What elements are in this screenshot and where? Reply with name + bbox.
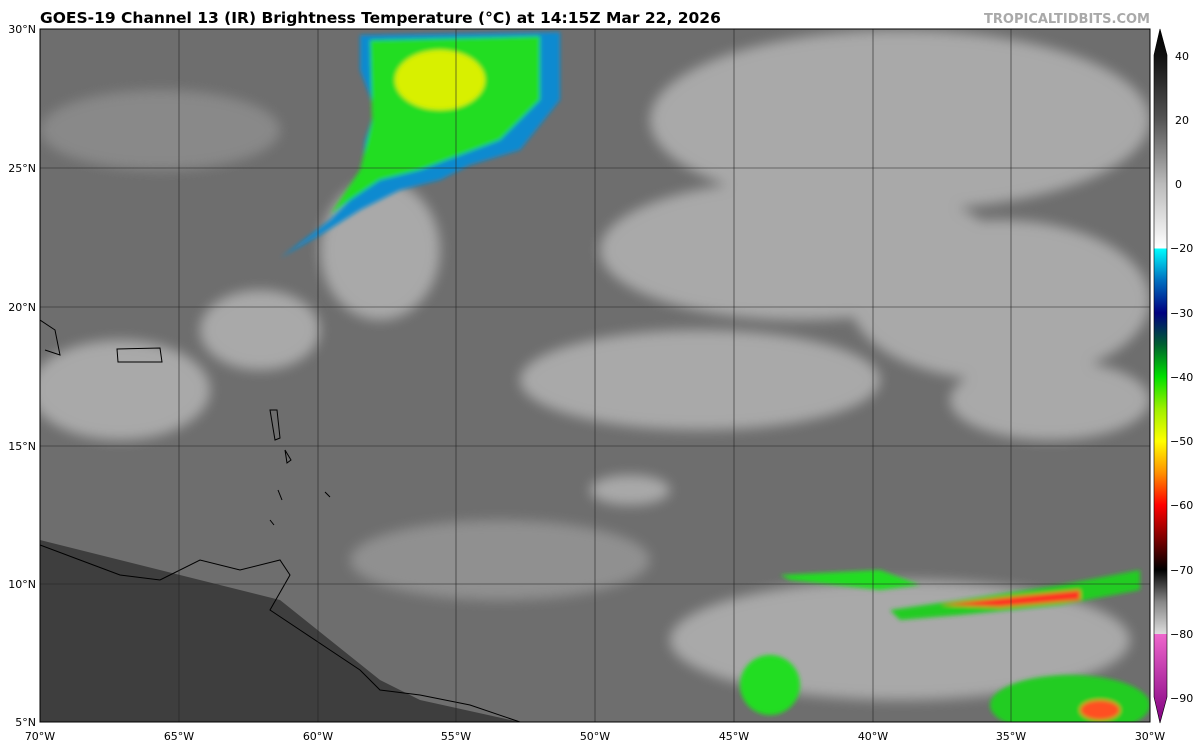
lon-label: 65°W	[164, 730, 194, 743]
lat-label: 15°N	[8, 440, 36, 453]
lon-labels: 70°W 65°W 60°W 55°W 50°W 45°W 40°W 35°W …	[25, 730, 1165, 743]
colorbar: 40 20 0 −20 −30 −40 −50 −60 −70 −80 −90	[1153, 28, 1193, 724]
colorbar-tick: −90	[1170, 692, 1193, 705]
colorbar-tick: −30	[1170, 307, 1193, 320]
colorbar-tick: −60	[1170, 499, 1193, 512]
lon-label: 40°W	[858, 730, 888, 743]
lon-label: 45°W	[719, 730, 749, 743]
lon-label: 55°W	[441, 730, 471, 743]
convective-clouds	[280, 32, 1150, 722]
imagery-layer	[40, 29, 1150, 722]
lat-labels: 30°N 25°N 20°N 15°N 10°N 5°N	[8, 23, 36, 729]
graticule	[40, 29, 1150, 722]
colorbar-tick: 40	[1175, 50, 1189, 63]
coastlines	[40, 319, 521, 722]
lon-label: 50°W	[580, 730, 610, 743]
lon-label: 60°W	[303, 730, 333, 743]
south-america-land	[40, 540, 520, 722]
lon-label: 70°W	[25, 730, 55, 743]
lat-label: 5°N	[15, 716, 36, 729]
colorbar-tick: 20	[1175, 114, 1189, 127]
colorbar-tick: −50	[1170, 435, 1193, 448]
lon-label: 30°W	[1135, 730, 1165, 743]
map-frame	[39, 28, 1151, 723]
map-title: GOES-19 Channel 13 (IR) Brightness Tempe…	[40, 9, 721, 27]
colorbar-tick: −40	[1170, 371, 1193, 384]
lat-label: 30°N	[8, 23, 36, 36]
lon-label: 35°W	[996, 730, 1026, 743]
colorbar-tick: 0	[1175, 178, 1182, 191]
lat-label: 20°N	[8, 301, 36, 314]
colorbar-tick: −80	[1170, 628, 1193, 641]
credit-watermark: TROPICALTIDBITS.COM	[984, 12, 1150, 27]
colorbar-tick: −20	[1170, 242, 1193, 255]
colorbar-ticks: 40 20 0 −20 −30 −40 −50 −60 −70 −80 −90	[1170, 50, 1193, 705]
lat-label: 25°N	[8, 162, 36, 175]
colorbar-tick: −70	[1170, 564, 1193, 577]
lat-label: 10°N	[8, 578, 36, 591]
